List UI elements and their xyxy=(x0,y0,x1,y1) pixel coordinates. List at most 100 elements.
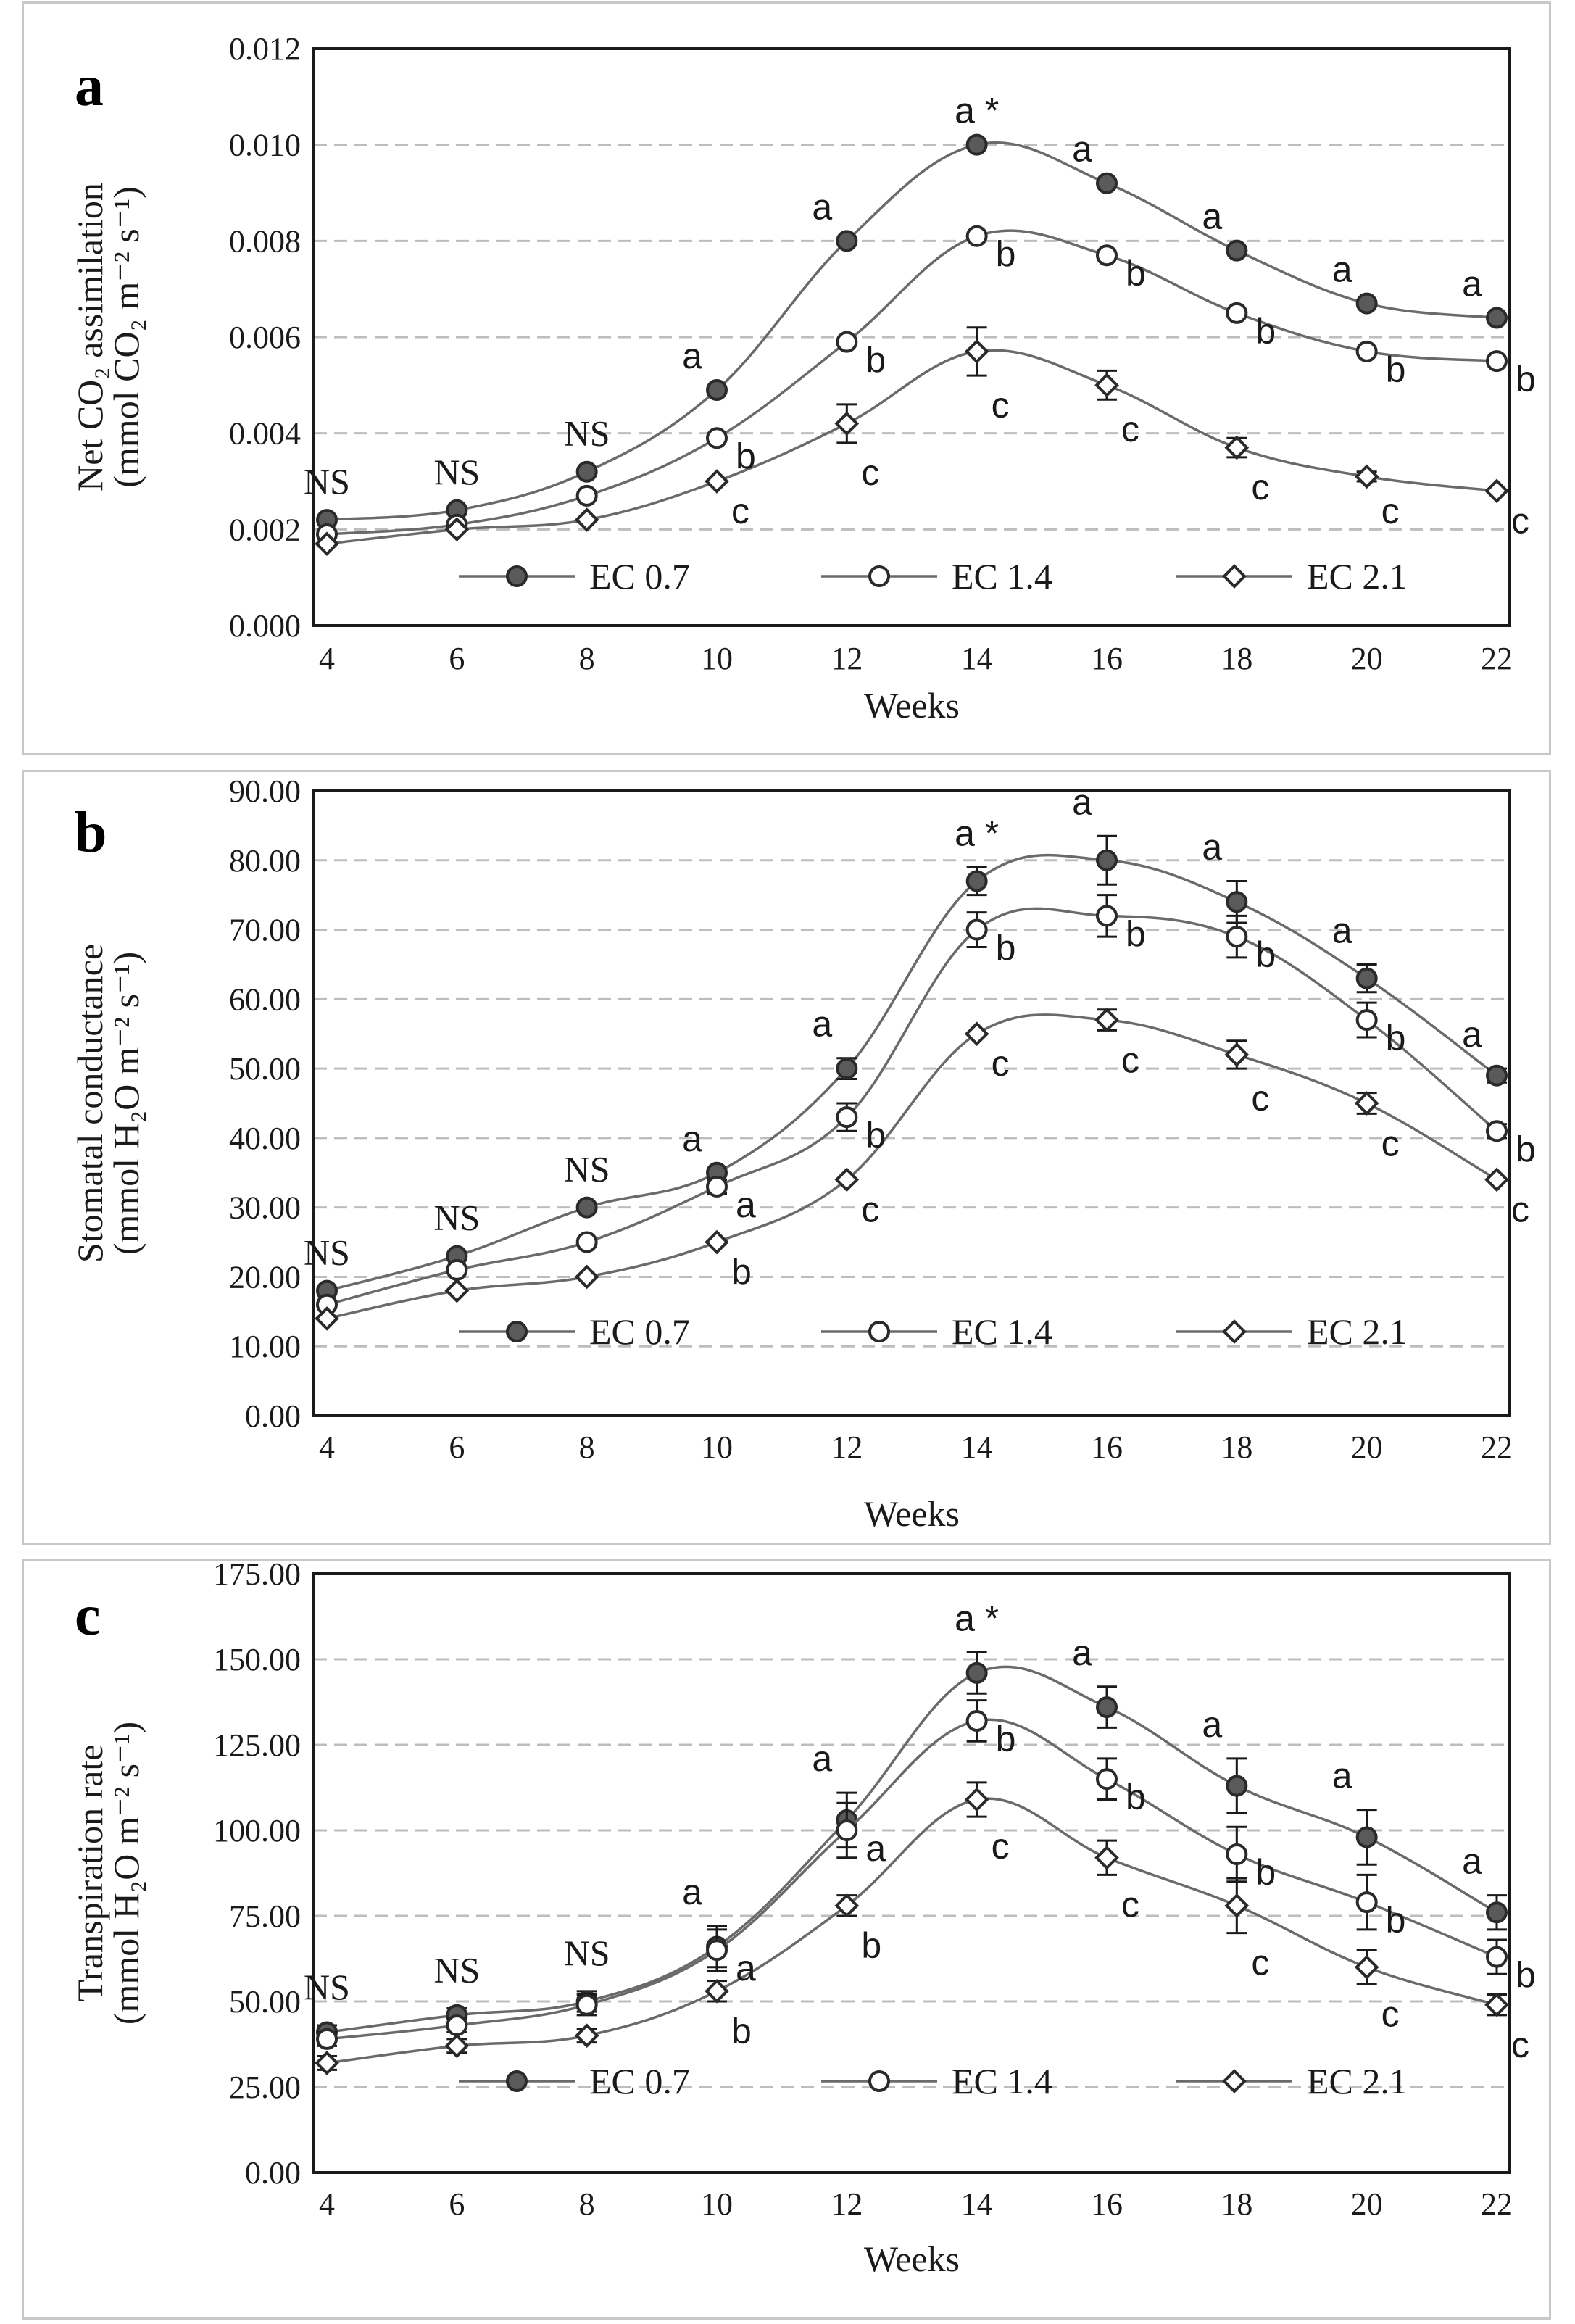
data-point xyxy=(575,1231,598,1253)
y-tick-label: 25.00 xyxy=(229,2070,301,2105)
significance-label: c xyxy=(1511,2025,1529,2065)
y-tick-label: 20.00 xyxy=(229,1259,301,1295)
significance-label: c xyxy=(1511,500,1529,541)
panel-a: 0.000 0.002 0.004 0.006 0.008 0.010 0.012 4 6 8 10… xyxy=(22,1,1551,755)
legend-marker xyxy=(1222,2069,1247,2093)
legend-marker xyxy=(1222,1319,1247,1344)
x-tick-label: 12 xyxy=(831,2186,863,2222)
data-point xyxy=(574,507,599,532)
significance-label: c xyxy=(1251,1943,1269,1983)
chart-net-co2-assimilation: 0.000 0.002 0.004 0.006 0.008 0.010 0.012 4 6 8 10… xyxy=(70,31,1536,726)
data-point xyxy=(836,230,858,252)
data-point xyxy=(705,1979,729,2004)
data-point xyxy=(964,339,989,364)
significance-label: c xyxy=(861,452,879,493)
legend: EC 0.7 EC 1.4 EC 2.1 xyxy=(459,556,1408,597)
y-tick-label: 0.008 xyxy=(229,223,301,259)
y-tick-label: 0.00 xyxy=(245,1398,301,1434)
significance-label: a xyxy=(1332,249,1352,290)
data-point xyxy=(446,2014,468,2037)
y-tick-label: 0.002 xyxy=(229,512,301,547)
x-tick-label: 12 xyxy=(831,641,863,676)
x-tick-label: 22 xyxy=(1481,641,1513,676)
y-axis-title-line1: Stomatal conductance xyxy=(70,944,110,1263)
data-point xyxy=(1486,1120,1508,1142)
significance-label: b xyxy=(1516,1129,1536,1169)
data-point xyxy=(836,331,858,353)
panel-c: 0.00 25.00 50.00 75.00 100.00 125.00 150.00 175… xyxy=(22,1559,1551,2320)
y-axis-title-line2: (mmol H₂O m⁻² s⁻¹) xyxy=(106,952,146,1255)
x-tick-label: 6 xyxy=(449,2186,465,2222)
significance-label: b xyxy=(1386,1900,1406,1941)
data-point xyxy=(1484,1167,1509,1192)
data-point xyxy=(574,1264,599,1290)
series-line xyxy=(326,1013,1497,1320)
legend-label: EC 1.4 xyxy=(952,556,1052,597)
legend-label: EC 2.1 xyxy=(1307,1311,1408,1352)
y-tick-label: 60.00 xyxy=(229,982,301,1017)
significance-label: a xyxy=(1462,1841,1482,1882)
data-point xyxy=(1224,435,1250,460)
x-tick-label: 8 xyxy=(579,641,595,676)
y-tick-label: 50.00 xyxy=(229,1051,301,1087)
x-tick-label: 4 xyxy=(319,2186,335,2222)
series-line xyxy=(326,907,1498,1306)
x-tick-label: 14 xyxy=(961,1429,993,1465)
x-tick-label: 4 xyxy=(319,1429,335,1465)
significance-label: a xyxy=(1462,1014,1482,1055)
x-axis-title: Weeks xyxy=(864,2238,960,2279)
x-tick-label: 14 xyxy=(961,2186,993,2222)
series-ec-2.1 xyxy=(315,1781,1509,2075)
data-point xyxy=(1226,926,1248,948)
panel-b: 0.00 10.00 20.00 30.00 40.00 50.00 60.00 70.00 8… xyxy=(22,770,1551,1545)
chart-transpiration-rate: 0.00 25.00 50.00 75.00 100.00 125.00 150.00 175… xyxy=(70,1561,1536,2279)
data-point xyxy=(1354,1954,1379,1980)
y-tick-label: 100.00 xyxy=(213,1813,301,1848)
significance-label: a xyxy=(682,336,702,376)
significance-label: a * xyxy=(955,1598,999,1639)
y-tick-label: 125.00 xyxy=(213,1727,301,1763)
legend-label: EC 1.4 xyxy=(952,1311,1052,1352)
significance-label: a xyxy=(865,1828,886,1869)
significance-label: NS xyxy=(433,452,480,492)
data-point xyxy=(1096,172,1118,194)
y-axis-title-line1: Transpiration rate xyxy=(70,1744,110,2001)
significance-label: a xyxy=(1072,129,1092,170)
significance-label: b xyxy=(1516,359,1536,399)
data-point xyxy=(965,870,988,892)
significance-label: b xyxy=(1255,934,1276,975)
significance-label: b xyxy=(996,1719,1016,1759)
y-tick-label: 80.00 xyxy=(229,843,301,879)
significance-label: a xyxy=(1202,1704,1222,1745)
significance-label: a xyxy=(682,1119,702,1159)
x-tick-label: 20 xyxy=(1351,2186,1383,2222)
series-ec-2.1 xyxy=(315,326,1509,557)
significance-label: c xyxy=(1121,409,1139,449)
x-tick-label: 10 xyxy=(701,1429,733,1465)
x-tick-label: 14 xyxy=(961,641,993,676)
significance-label: NS xyxy=(433,1949,480,1990)
x-tick-label: 18 xyxy=(1221,1429,1252,1465)
legend-marker xyxy=(868,1321,890,1342)
significance-label: a xyxy=(1462,263,1482,304)
significance-label: a xyxy=(1072,781,1092,822)
data-point xyxy=(1355,1009,1378,1032)
data-point xyxy=(1486,307,1508,329)
x-tick-label: 10 xyxy=(701,641,733,676)
y-tick-label: 50.00 xyxy=(229,1984,301,2020)
data-point xyxy=(1486,1064,1508,1087)
significance-label: b xyxy=(1255,1852,1276,1893)
data-point xyxy=(1355,292,1378,315)
x-tick-label: 4 xyxy=(319,641,335,676)
x-tick-label: 20 xyxy=(1351,1429,1383,1465)
data-point xyxy=(1226,1843,1248,1866)
y-tick-label: 150.00 xyxy=(213,1642,301,1677)
legend-marker xyxy=(506,2070,528,2092)
data-point xyxy=(575,1196,598,1219)
significance-label: a xyxy=(736,1184,756,1225)
x-tick-label: 20 xyxy=(1351,641,1383,676)
data-point xyxy=(575,460,598,483)
x-tick-label: 10 xyxy=(701,2186,733,2222)
significance-label: a xyxy=(812,186,832,227)
series-ec-2.1 xyxy=(315,1008,1509,1331)
